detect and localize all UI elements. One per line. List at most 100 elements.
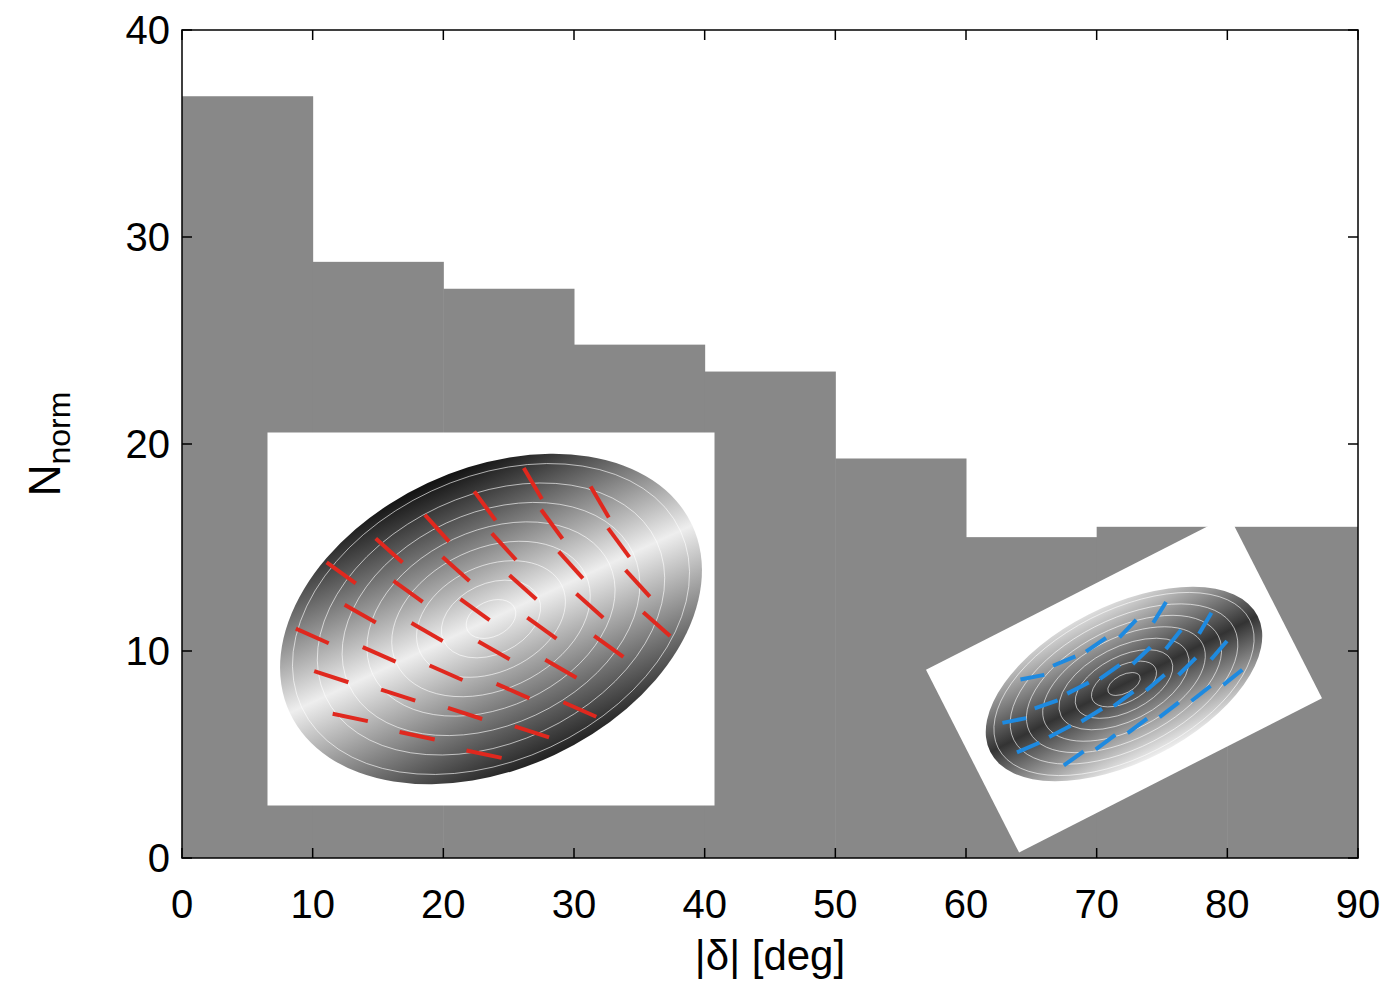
polarization-vector	[515, 715, 549, 748]
x-axis-label: |δ| [deg]	[695, 932, 845, 979]
inset-ellipse	[955, 546, 1293, 821]
polarization-vector	[1067, 682, 1089, 693]
polarization-vector	[474, 488, 495, 523]
polarization-vector	[1130, 647, 1154, 664]
y-tick	[1348, 236, 1358, 238]
y-tick-label: 10	[126, 629, 171, 673]
y-tick-label: 20	[126, 422, 171, 466]
x-tick	[573, 848, 575, 858]
x-tick	[1227, 30, 1229, 40]
polarization-vector	[296, 619, 329, 654]
polarization-vector	[381, 678, 415, 711]
contour	[304, 457, 678, 781]
contour	[965, 554, 1283, 813]
polarization-vector	[545, 651, 576, 686]
polarization-vector	[524, 467, 542, 501]
polarization-vector	[1049, 726, 1071, 737]
y-tick-label: 40	[126, 8, 171, 52]
polarization-vector	[1189, 686, 1212, 701]
contour	[335, 484, 646, 754]
y-tick	[182, 857, 192, 859]
polarization-vector	[1148, 602, 1172, 623]
x-tick	[312, 30, 314, 40]
polarization-vector	[1020, 669, 1044, 686]
polarization-vector	[430, 655, 463, 690]
x-tick-label: 70	[1074, 882, 1119, 926]
polarization-vector	[591, 485, 609, 519]
y-tick	[1348, 29, 1358, 31]
inset-image	[926, 515, 1322, 852]
x-tick	[965, 30, 967, 40]
x-tick	[835, 848, 837, 858]
x-tick	[443, 30, 445, 40]
polarization-vector	[1081, 709, 1103, 722]
contour	[398, 538, 585, 700]
contour	[1044, 619, 1203, 749]
polarization-vector	[425, 510, 449, 546]
x-tick-label: 40	[682, 882, 727, 926]
polarization-vector	[1098, 665, 1121, 679]
x-tick-label: 20	[421, 882, 466, 926]
x-tick-label: 30	[552, 882, 597, 926]
polarization-vector	[1175, 658, 1199, 675]
polarization-vector	[376, 533, 403, 569]
x-tick	[1357, 30, 1359, 40]
polarization-vector	[1017, 741, 1039, 753]
x-tick	[181, 30, 183, 40]
polarization-vector	[1062, 751, 1085, 765]
inset-image	[226, 389, 755, 849]
polarization-vector	[466, 738, 501, 770]
y-tick	[1348, 443, 1358, 445]
polarization-vector	[1193, 613, 1217, 634]
polarization-vector	[1116, 620, 1140, 638]
contour	[242, 403, 740, 836]
y-tick	[182, 236, 192, 238]
polarization-vector	[509, 569, 536, 605]
polarization-vector	[1085, 638, 1108, 652]
polarization-vector	[327, 555, 356, 591]
polarization-vector	[412, 614, 443, 649]
x-tick	[704, 848, 706, 858]
x-tick	[704, 30, 706, 40]
y-tick	[1348, 857, 1358, 859]
polarization-vector	[497, 674, 530, 709]
chart: 0102030405060708090010203040|δ| [deg]Nno…	[0, 0, 1393, 986]
polarization-vector	[541, 507, 562, 542]
contour	[1064, 635, 1183, 732]
x-tick-label: 50	[813, 882, 858, 926]
polarization-vector	[400, 720, 435, 752]
polarization-vector	[1126, 719, 1149, 734]
x-tick	[312, 848, 314, 858]
y-axis-label-subscript: norm	[41, 392, 77, 465]
polarization-vector	[594, 629, 623, 665]
contour	[366, 511, 615, 727]
polarization-vector	[448, 697, 482, 730]
contour	[273, 430, 709, 808]
contour	[1005, 587, 1244, 781]
x-tick	[1227, 848, 1229, 858]
polarization-vector	[314, 660, 348, 693]
plot-frame	[182, 30, 1358, 858]
polarization-vector	[363, 637, 396, 672]
x-tick	[835, 30, 837, 40]
polarization-vector	[608, 525, 629, 560]
polarization-vector	[626, 566, 650, 602]
x-tick	[1096, 848, 1098, 858]
polarization-vector	[345, 596, 376, 631]
polarization-vector	[1094, 735, 1117, 749]
inset-frame	[926, 515, 1322, 852]
y-tick	[1348, 650, 1358, 652]
polarization-vector	[478, 633, 509, 668]
polarization-vector	[1053, 655, 1075, 668]
polarization-vector	[1002, 712, 1026, 729]
polarization-vector	[1035, 697, 1058, 711]
polarization-vector	[559, 547, 583, 583]
x-tick	[181, 848, 183, 858]
inset-ellipse	[226, 389, 755, 849]
polarization-vector	[1158, 702, 1181, 717]
x-tick-label: 90	[1336, 882, 1381, 926]
polarization-vector	[394, 573, 423, 609]
x-tick	[1096, 30, 1098, 40]
y-axis-label: Nnorm	[20, 392, 77, 497]
polarization-vector	[1207, 641, 1231, 659]
